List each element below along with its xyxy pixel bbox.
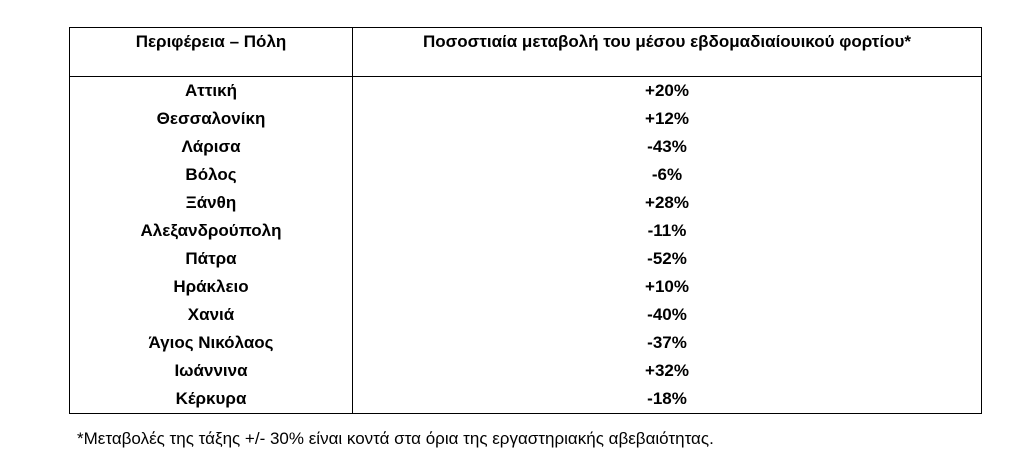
change-cell: +28% bbox=[352, 189, 982, 217]
wastewater-change-table: Περιφέρεια – Πόλη Ποσοστιαία μεταβολή το… bbox=[69, 27, 982, 414]
table-row: Ηράκλειο +10% bbox=[69, 273, 982, 301]
footnote: *Μεταβολές της τάξης +/- 30% είναι κοντά… bbox=[77, 429, 714, 448]
table-body: Αττική +20% Θεσσαλονίκη +12% Λάρισα -43%… bbox=[69, 76, 982, 414]
change-cell: +10% bbox=[352, 273, 982, 301]
region-cell: Αττική bbox=[69, 76, 353, 105]
change-cell: -40% bbox=[352, 301, 982, 329]
change-cell: +32% bbox=[352, 357, 982, 385]
table-row: Αλεξανδρούπολη -11% bbox=[69, 217, 982, 245]
table-header-row: Περιφέρεια – Πόλη Ποσοστιαία μεταβολή το… bbox=[69, 27, 982, 77]
region-cell: Ιωάννινα bbox=[69, 357, 353, 385]
header-region: Περιφέρεια – Πόλη bbox=[69, 27, 353, 77]
region-cell: Ξάνθη bbox=[69, 189, 353, 217]
table-row: Λάρισα -43% bbox=[69, 133, 982, 161]
region-cell: Αλεξανδρούπολη bbox=[69, 217, 353, 245]
region-cell: Λάρισα bbox=[69, 133, 353, 161]
header-change: Ποσοστιαία μεταβολή του μέσου εβδομαδιαί… bbox=[352, 27, 982, 77]
change-cell: +20% bbox=[352, 76, 982, 105]
table-row: Κέρκυρα -18% bbox=[69, 385, 982, 414]
change-cell: -43% bbox=[352, 133, 982, 161]
table-row: Βόλος -6% bbox=[69, 161, 982, 189]
change-cell: -11% bbox=[352, 217, 982, 245]
table-row: Πάτρα -52% bbox=[69, 245, 982, 273]
region-cell: Θεσσαλονίκη bbox=[69, 105, 353, 133]
table-row: Θεσσαλονίκη +12% bbox=[69, 105, 982, 133]
change-cell: -37% bbox=[352, 329, 982, 357]
table-row: Χανιά -40% bbox=[69, 301, 982, 329]
change-cell: +12% bbox=[352, 105, 982, 133]
change-cell: -52% bbox=[352, 245, 982, 273]
table-row: Αττική +20% bbox=[69, 76, 982, 105]
region-cell: Άγιος Νικόλαος bbox=[69, 329, 353, 357]
region-cell: Χανιά bbox=[69, 301, 353, 329]
change-cell: -18% bbox=[352, 385, 982, 414]
region-cell: Βόλος bbox=[69, 161, 353, 189]
region-cell: Κέρκυρα bbox=[69, 385, 353, 414]
region-cell: Πάτρα bbox=[69, 245, 353, 273]
table-row: Ξάνθη +28% bbox=[69, 189, 982, 217]
change-cell: -6% bbox=[352, 161, 982, 189]
table-row: Ιωάννινα +32% bbox=[69, 357, 982, 385]
region-cell: Ηράκλειο bbox=[69, 273, 353, 301]
table-row: Άγιος Νικόλαος -37% bbox=[69, 329, 982, 357]
